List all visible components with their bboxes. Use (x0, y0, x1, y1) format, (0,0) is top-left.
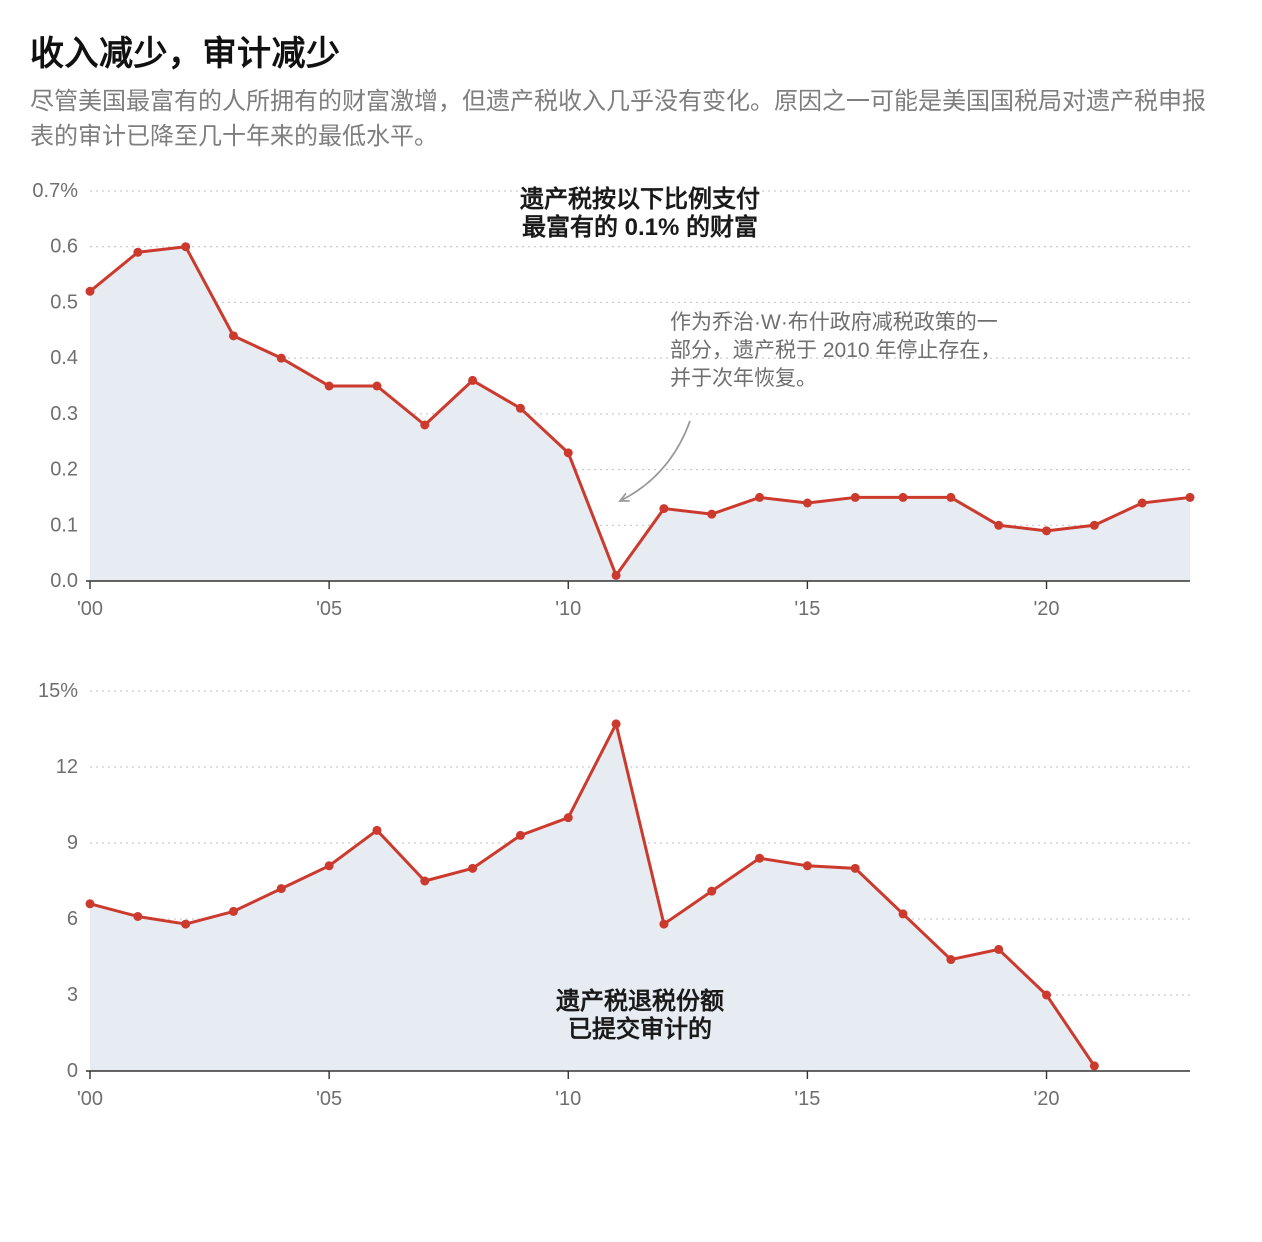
data-point (755, 853, 764, 862)
data-point (946, 955, 955, 964)
data-point (1138, 498, 1147, 507)
data-point (851, 493, 860, 502)
y-tick-label: 0.2 (50, 458, 78, 480)
data-point (420, 876, 429, 885)
data-point (612, 571, 621, 580)
y-tick-label: 3 (67, 984, 78, 1006)
chart-1-svg: 0.0 0.1 0.2 0.3 0.4 0.5 0.6 0.7% '00 '05 '10 '15 '20… (30, 181, 1210, 641)
data-point (420, 420, 429, 429)
annotation-arrow (620, 421, 690, 501)
data-point (516, 403, 525, 412)
data-point (516, 830, 525, 839)
data-point (1042, 990, 1051, 999)
data-point (659, 919, 668, 928)
data-point (133, 912, 142, 921)
data-point (612, 719, 621, 728)
data-point (468, 376, 477, 385)
data-point (277, 353, 286, 362)
data-point (564, 813, 573, 822)
data-point (181, 242, 190, 251)
annotation-text: 作为乔治·W·布什政府减税政策的一 (670, 311, 998, 334)
data-point (994, 520, 1003, 529)
data-point (899, 493, 908, 502)
data-point (755, 493, 764, 502)
chart-title-line1: 遗产税按以下比例支付 (519, 185, 760, 213)
data-point (229, 331, 238, 340)
data-point (564, 448, 573, 457)
x-tick-label: '10 (555, 1088, 581, 1110)
data-point (86, 899, 95, 908)
data-point (899, 909, 908, 918)
x-tick-label: '00 (77, 598, 103, 620)
data-point (86, 286, 95, 295)
data-point (133, 247, 142, 256)
y-tick-label: 9 (67, 832, 78, 854)
data-point (1090, 1061, 1099, 1070)
y-tick-label: 0.7% (32, 181, 78, 202)
y-tick-label: 0.5 (50, 291, 78, 313)
data-point (659, 504, 668, 513)
annotation-text: 并于次年恢复。 (670, 367, 817, 390)
headline: 收入减少，审计减少 (30, 26, 1232, 75)
data-point (277, 884, 286, 893)
data-point (372, 825, 381, 834)
data-point (994, 944, 1003, 953)
x-tick-label: '05 (316, 1088, 342, 1110)
data-point (1090, 520, 1099, 529)
data-point (181, 919, 190, 928)
chart-2-svg: 0 3 6 9 12 15% '00 '05 '10 '15 '20 遗产税退税份额已提交审计的 (30, 671, 1210, 1131)
data-point (707, 886, 716, 895)
annotation-text: 部分，遗产税于 2010 年停止存在， (670, 339, 1001, 362)
dek: 尽管美国最富有的人所拥有的财富激增，但遗产税收入几乎没有变化。原因之一可能是美国… (30, 85, 1210, 155)
y-tick-label: 0 (67, 1060, 78, 1082)
x-tick-label: '15 (794, 1088, 820, 1110)
chart-title-line2: 最富有的 0.1% 的财富 (522, 213, 758, 241)
data-point (325, 381, 334, 390)
data-point (803, 498, 812, 507)
data-point (946, 493, 955, 502)
chart-title-line1: 遗产税退税份额 (555, 987, 724, 1015)
chart-title-line2: 已提交审计的 (568, 1015, 712, 1043)
y-tick-label: 6 (67, 908, 78, 930)
y-tick-label: 12 (56, 756, 78, 778)
page: 收入减少，审计减少 尽管美国最富有的人所拥有的财富激增，但遗产税收入几乎没有变化… (0, 0, 1262, 1161)
data-point (1186, 493, 1195, 502)
chart-2: 0 3 6 9 12 15% '00 '05 '10 '15 '20 遗产税退税份额已提交审计的 (30, 671, 1232, 1131)
y-tick-label: 0.4 (50, 347, 78, 369)
data-point (229, 906, 238, 915)
y-tick-label: 0.1 (50, 514, 78, 536)
chart-1: 0.0 0.1 0.2 0.3 0.4 0.5 0.6 0.7% '00 '05 '10 '15 '20… (30, 181, 1232, 641)
data-point (1042, 526, 1051, 535)
x-tick-label: '00 (77, 1088, 103, 1110)
x-tick-label: '20 (1033, 598, 1059, 620)
data-point (851, 863, 860, 872)
y-tick-label: 0.3 (50, 402, 78, 424)
y-tick-label: 15% (38, 680, 78, 702)
x-tick-label: '15 (794, 598, 820, 620)
x-tick-label: '20 (1033, 1088, 1059, 1110)
data-point (803, 861, 812, 870)
data-point (707, 509, 716, 518)
data-point (468, 863, 477, 872)
data-point (372, 381, 381, 390)
data-point (325, 861, 334, 870)
y-tick-label: 0.0 (50, 570, 78, 592)
x-tick-label: '05 (316, 598, 342, 620)
y-tick-label: 0.6 (50, 235, 78, 257)
area-fill (90, 246, 1190, 580)
x-tick-label: '10 (555, 598, 581, 620)
